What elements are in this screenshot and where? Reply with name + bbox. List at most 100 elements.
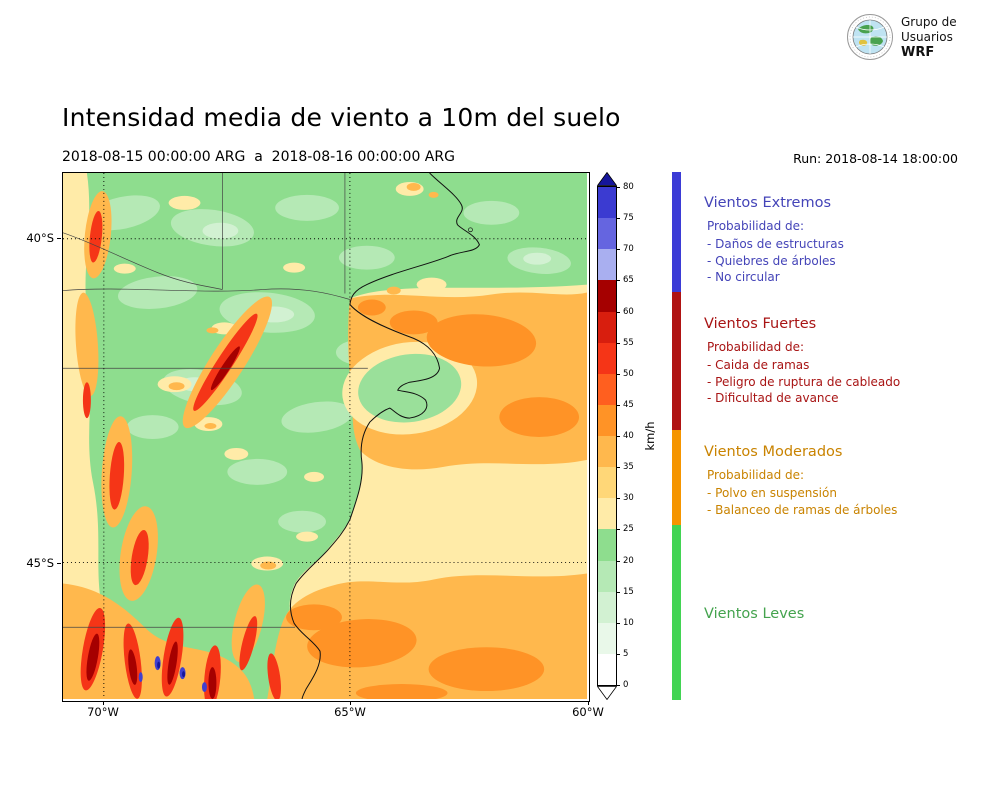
colorbar-tick-label: 20	[623, 555, 634, 566]
legend-category-extremos: Vientos Extremos Probabilidad de: - Daño…	[704, 195, 844, 286]
legend-strip-segment	[672, 172, 681, 292]
colorbar-segment	[598, 653, 616, 685]
globe-icon	[847, 14, 893, 60]
legend-strip	[672, 172, 681, 700]
period-label: 2018-08-15 00:00:00 ARG a 2018-08-16 00:…	[62, 149, 455, 165]
legend-probability-label: Probabilidad de:	[707, 219, 805, 233]
colorbar-tick-label: 10	[623, 617, 634, 628]
lon-tick-70w: 70°W	[87, 705, 119, 719]
y-tickmark	[57, 238, 61, 239]
legend-item: - Caida de ramas	[707, 358, 810, 372]
colorbar-segment	[598, 311, 616, 343]
run-label: Run: 2018-08-14 18:00:00	[793, 151, 958, 166]
page-title: Intensidad media de viento a 10m del sue…	[62, 103, 621, 132]
x-tickmark	[350, 701, 351, 705]
colorbar-tickmark	[617, 218, 620, 220]
colorbar-segment	[598, 591, 616, 623]
colorbar-tickmark	[617, 685, 620, 686]
colorbar-tick-label: 50	[623, 368, 634, 379]
legend-item: - Daños de estructuras	[707, 237, 844, 251]
legend-category-fuertes: Vientos Fuertes Probabilidad de: - Caida…	[704, 316, 900, 407]
legend-category-leves: Vientos Leves	[704, 606, 804, 630]
legend-item: - Dificultad de avance	[707, 391, 839, 405]
colorbar-segment	[598, 436, 616, 468]
legend-category-title: Vientos Fuertes	[704, 316, 817, 332]
colorbar-bar	[597, 172, 617, 700]
colorbar-tick-label: 65	[623, 275, 634, 286]
x-tickmark	[103, 701, 104, 705]
colorbar-tickmark	[617, 591, 620, 593]
colorbar-tick-label: 75	[623, 213, 634, 224]
colorbar-under-arrow-shape	[597, 686, 617, 700]
logo-line-1: Grupo de	[901, 14, 957, 29]
colorbar-tickmark	[617, 342, 620, 344]
colorbar-tickmark	[617, 373, 620, 375]
legend-item: - No circular	[707, 270, 780, 284]
colorbar-segment	[598, 373, 616, 405]
legend-probability-label: Probabilidad de:	[707, 468, 805, 482]
colorbar-under-arrow	[597, 686, 617, 700]
colorbar-tick-label: 40	[623, 431, 634, 441]
wrf-logo: Grupo de Usuarios WRF	[846, 13, 957, 61]
colorbar-segment	[598, 622, 616, 654]
colorbar-tickmark	[617, 529, 620, 531]
colorbar-tickmark	[617, 653, 620, 655]
colorbar-ticks: 0 5 10 15 20 25 30 35 40 45 50 55 60 65 70 75 80	[617, 172, 667, 700]
colorbar-tick-label: 0	[623, 680, 629, 690]
colorbar-tickmark	[617, 187, 620, 188]
x-tickmark	[588, 701, 589, 705]
colorbar-segments	[597, 186, 617, 686]
colorbar-segment	[598, 280, 616, 312]
logo-line-3: WRF	[901, 44, 935, 60]
colorbar-units-label: km/h	[643, 421, 657, 451]
colorbar-segment	[598, 498, 616, 530]
colorbar-tick-label: 70	[623, 244, 634, 255]
legend: Vientos Extremos Probabilidad de: - Daño…	[704, 172, 990, 700]
legend-item: - Peligro de ruptura de cableado	[707, 374, 901, 389]
lon-tick-65w: 65°W	[334, 705, 366, 719]
colorbar-segment	[598, 529, 616, 561]
colorbar-tick-label: 30	[623, 493, 634, 504]
colorbar-over-arrow-shape	[597, 172, 617, 186]
legend-category-moderados: Vientos Moderados Probabilidad de: - Pol…	[704, 444, 897, 518]
colorbar-segment	[598, 249, 616, 281]
colorbar-segment	[598, 218, 616, 250]
map-svg	[63, 173, 587, 699]
colorbar-tick-label: 35	[623, 462, 634, 473]
colorbar-tickmark	[617, 560, 620, 562]
colorbar-tickmark	[617, 436, 620, 437]
colorbar-tickmark	[617, 622, 620, 624]
colorbar-over-arrow	[597, 172, 617, 186]
colorbar-tickmark	[617, 311, 620, 313]
colorbar-tick-label: 60	[623, 306, 634, 317]
colorbar-tickmark	[617, 467, 620, 469]
lon-tick-60w: 60°W	[572, 705, 604, 719]
legend-item: - Quiebres de árboles	[707, 253, 836, 268]
colorbar-segment	[598, 560, 616, 592]
colorbar-tickmark	[617, 249, 620, 251]
colorbar-tickmark	[617, 280, 620, 282]
colorbar-segment	[598, 404, 616, 436]
logo-text: Grupo de Usuarios WRF	[901, 15, 957, 60]
legend-strip-segment	[672, 430, 681, 525]
y-tickmark	[57, 563, 61, 564]
colorbar-tickmark	[617, 498, 620, 500]
colorbar: 0 5 10 15 20 25 30 35 40 45 50 55 60 65 70 75 80 km/h	[597, 172, 669, 700]
logo-line-2: Usuarios	[901, 29, 953, 44]
lat-tick-40s: 40°S	[26, 231, 54, 245]
legend-strip-segment	[672, 292, 681, 430]
colorbar-tick-label: 55	[623, 337, 634, 348]
legend-item: - Polvo en suspensión	[707, 486, 837, 500]
legend-category-title: Vientos Leves	[704, 606, 805, 622]
legend-item: - Balanceo de ramas de árboles	[707, 502, 898, 517]
legend-category-title: Vientos Moderados	[704, 444, 843, 460]
wind-map	[62, 172, 590, 702]
legend-probability-label: Probabilidad de:	[707, 340, 805, 354]
colorbar-segment	[598, 467, 616, 499]
colorbar-tickmark	[617, 404, 620, 406]
lat-tick-45s: 45°S	[26, 556, 54, 570]
colorbar-tick-label: 45	[623, 399, 634, 410]
colorbar-segment	[598, 342, 616, 374]
legend-category-title: Vientos Extremos	[704, 195, 832, 211]
